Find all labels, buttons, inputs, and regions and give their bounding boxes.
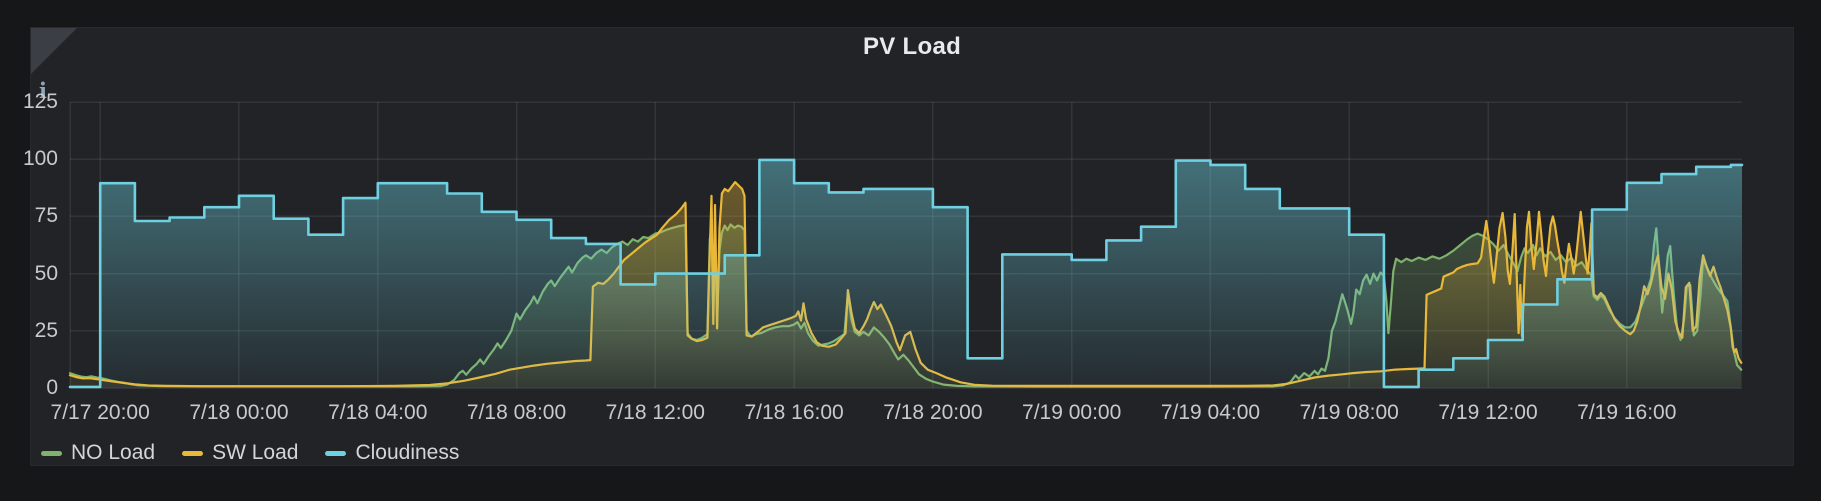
sw-load-swatch-icon — [182, 450, 204, 456]
x-tick-label: 7/19 00:00 — [1022, 401, 1122, 424]
panel-title[interactable]: PV Load — [862, 33, 962, 60]
panel-info-corner[interactable]: i — [31, 28, 77, 103]
x-tick-label: 7/19 04:00 — [1160, 401, 1261, 424]
y-tick-label: 100 — [22, 147, 58, 171]
y-tick-label: 125 — [22, 90, 58, 113]
info-icon: i — [39, 78, 47, 103]
x-tick-label: 7/18 12:00 — [605, 401, 705, 424]
cloudiness-swatch-icon — [325, 450, 347, 456]
x-tick-label: 7/19 16:00 — [1577, 401, 1677, 424]
legend-label: NO Load — [71, 441, 156, 464]
legend-item-no-load[interactable]: NO Load — [41, 441, 155, 465]
x-tick-label: 7/17 20:00 — [50, 401, 150, 424]
no-load-swatch-icon — [41, 450, 62, 456]
x-tick-label: 7/19 08:00 — [1299, 401, 1399, 424]
x-tick-label: 7/18 00:00 — [189, 401, 289, 424]
legend-item-cloudiness[interactable]: Cloudiness — [325, 441, 459, 465]
x-tick-label: 7/19 12:00 — [1438, 401, 1538, 424]
y-tick-label: 0 — [46, 376, 58, 399]
x-tick-label: 7/18 08:00 — [466, 401, 567, 424]
x-tick-label: 7/18 04:00 — [328, 401, 428, 424]
y-tick-label: 75 — [34, 204, 58, 228]
legend-label: Cloudiness — [355, 441, 460, 464]
y-tick-label: 25 — [34, 318, 58, 342]
series-area-cloudiness — [70, 159, 1742, 388]
x-tick-label: 7/18 16:00 — [744, 401, 844, 424]
x-tick-label: 7/18 20:00 — [883, 401, 983, 424]
y-tick-label: 50 — [34, 261, 58, 285]
legend: NO Load SW Load Cloudiness — [41, 441, 459, 465]
legend-item-sw-load[interactable]: SW Load — [182, 441, 298, 465]
legend-label: SW Load — [212, 441, 299, 464]
series-line-cloudiness — [68, 158, 1744, 389]
